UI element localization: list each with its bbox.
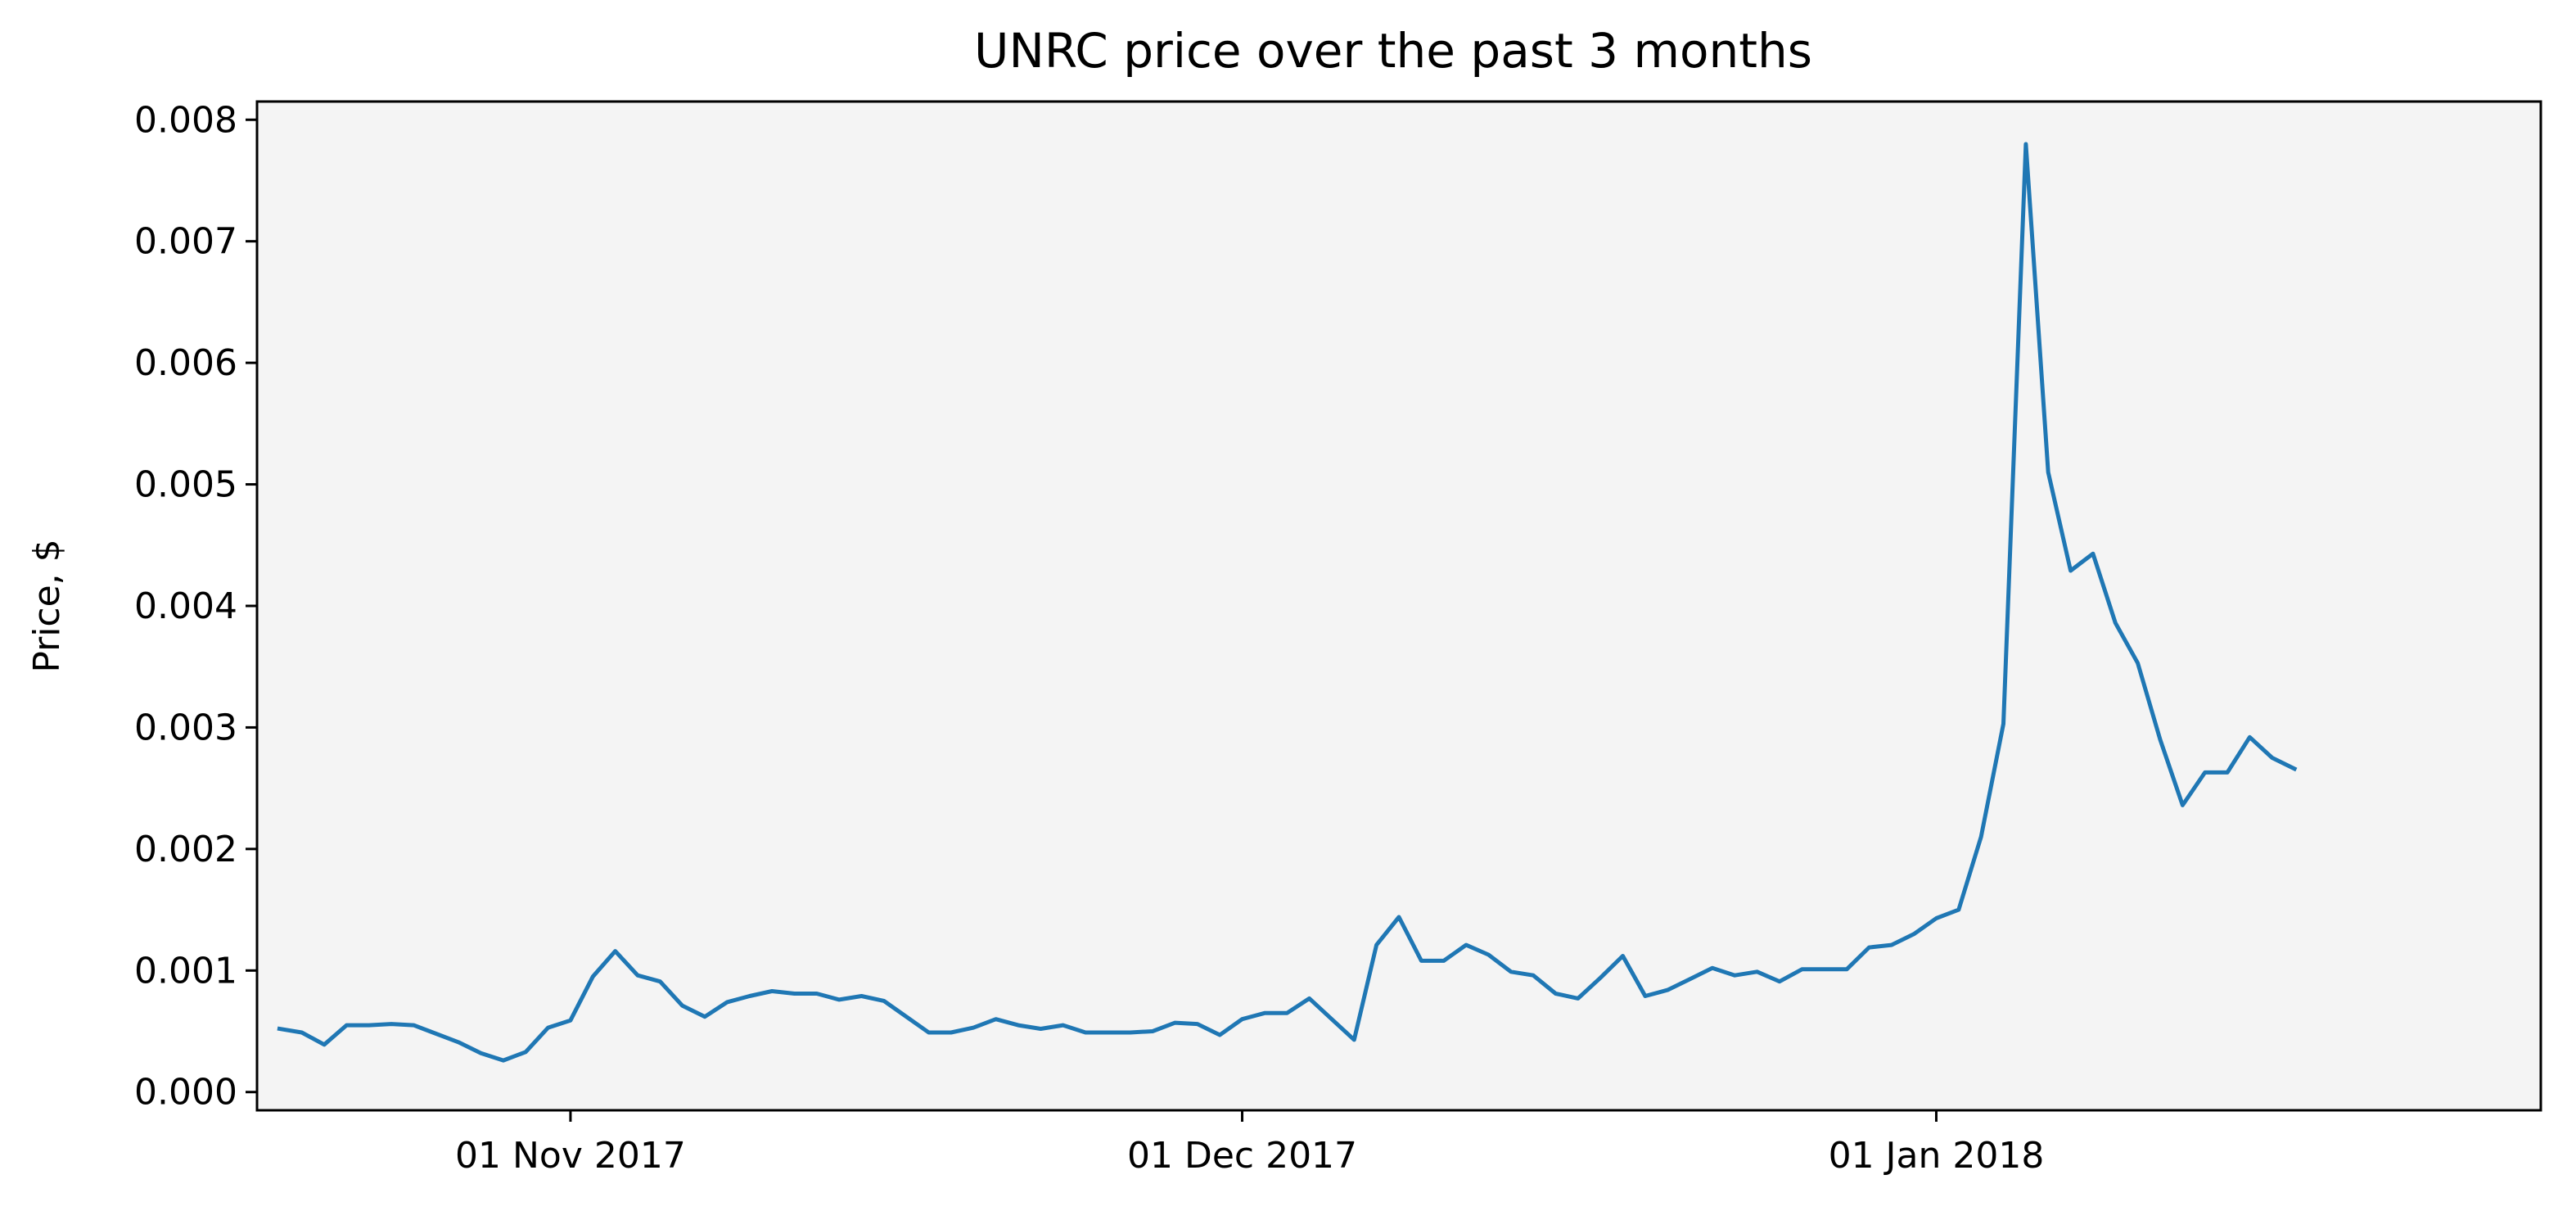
y-tick-label: 0.001 [134,950,237,992]
y-tick-label: 0.008 [134,99,237,141]
chart-title: UNRC price over the past 3 months [974,23,1812,79]
x-axis: 01 Nov 2017 01 Dec 2017 01 Jan 2018 [455,1110,2044,1177]
series-layer [277,142,2298,1063]
y-tick-label: 0.007 [134,221,237,263]
y-tick-label: 0.005 [134,464,237,506]
price-series-line [277,142,2298,1063]
y-tick-label: 0.004 [134,585,237,627]
x-tick-label: 01 Dec 2017 [1127,1135,1357,1177]
y-tick-label: 0.002 [134,829,237,870]
plot-area [257,102,2541,1110]
y-tick-label: 0.000 [134,1072,237,1114]
y-axis-label: Price, $ [26,539,68,672]
y-axis: 0.000 0.001 0.002 0.003 0.004 0.005 0.006 0.007… [134,99,257,1114]
y-tick-label: 0.006 [134,342,237,384]
y-tick-label: 0.003 [134,707,237,748]
x-tick-label: 01 Jan 2018 [1829,1135,2045,1177]
x-tick-label: 01 Nov 2017 [455,1135,686,1177]
